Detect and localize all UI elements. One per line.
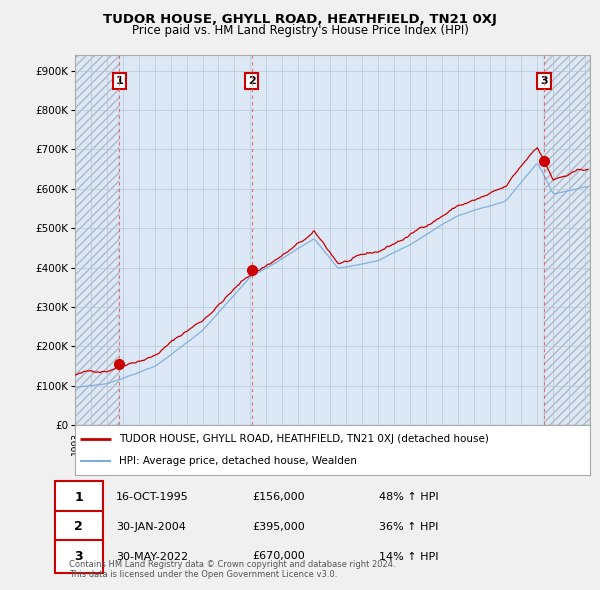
Text: 1: 1	[116, 76, 124, 86]
Text: £670,000: £670,000	[253, 552, 305, 562]
Text: 3: 3	[540, 76, 548, 86]
FancyBboxPatch shape	[55, 540, 103, 573]
Text: 16-OCT-1995: 16-OCT-1995	[116, 492, 188, 502]
Text: £156,000: £156,000	[253, 492, 305, 502]
Text: Price paid vs. HM Land Registry's House Price Index (HPI): Price paid vs. HM Land Registry's House …	[131, 24, 469, 37]
Text: 2: 2	[74, 520, 83, 533]
Text: TUDOR HOUSE, GHYLL ROAD, HEATHFIELD, TN21 0XJ (detached house): TUDOR HOUSE, GHYLL ROAD, HEATHFIELD, TN2…	[119, 434, 488, 444]
Text: Contains HM Land Registry data © Crown copyright and database right 2024.
This d: Contains HM Land Registry data © Crown c…	[69, 560, 395, 579]
Text: HPI: Average price, detached house, Wealden: HPI: Average price, detached house, Weal…	[119, 456, 356, 466]
Text: 14% ↑ HPI: 14% ↑ HPI	[379, 552, 439, 562]
Text: 1: 1	[74, 491, 83, 504]
Text: 36% ↑ HPI: 36% ↑ HPI	[379, 522, 439, 532]
Text: 3: 3	[74, 550, 83, 563]
Text: 48% ↑ HPI: 48% ↑ HPI	[379, 492, 439, 502]
Text: £395,000: £395,000	[253, 522, 305, 532]
Text: 30-MAY-2022: 30-MAY-2022	[116, 552, 188, 562]
FancyBboxPatch shape	[55, 510, 103, 543]
FancyBboxPatch shape	[55, 481, 103, 513]
Text: 30-JAN-2004: 30-JAN-2004	[116, 522, 185, 532]
Text: 2: 2	[248, 76, 256, 86]
Text: TUDOR HOUSE, GHYLL ROAD, HEATHFIELD, TN21 0XJ: TUDOR HOUSE, GHYLL ROAD, HEATHFIELD, TN2…	[103, 13, 497, 26]
